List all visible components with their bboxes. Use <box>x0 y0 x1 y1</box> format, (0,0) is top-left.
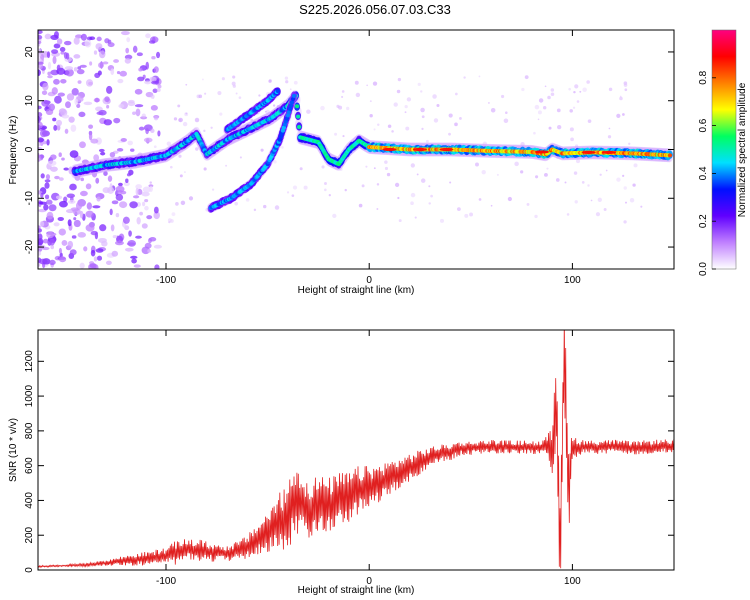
snr-y-tick-label: 1000 <box>24 385 35 408</box>
colorbar-gradient <box>712 30 736 269</box>
snr-x-ticks: -100 0 100 <box>156 330 581 587</box>
colorbar-label: Normalized spectral amplitude <box>737 82 748 217</box>
spectrogram-y-tick-label: -20 <box>24 239 35 254</box>
colorbar-tick-label: 0.8 <box>698 70 709 84</box>
spectrogram-heatmap <box>38 30 674 269</box>
snr-y-tick-label: 200 <box>24 526 35 543</box>
snr-frame <box>37 329 675 571</box>
snr-y-ticks: 0 200 400 600 800 1000 1200 <box>24 350 674 573</box>
spectrogram-y-ticks: -20 -10 0 10 20 <box>24 46 674 254</box>
snr-panel: -100 0 100 0 200 400 600 800 1000 1200 Height of… <box>8 329 675 596</box>
snr-y-tick-label: 400 <box>24 492 35 509</box>
snr-x-tick-label: 0 <box>366 576 372 587</box>
figure-title: S225.2026.056.07.03.C33 <box>299 2 451 17</box>
heatmap-ridge-lower-branch <box>206 91 298 214</box>
spectrogram-x-tick-label: 100 <box>564 275 581 286</box>
snr-x-tick-label: -100 <box>156 576 176 587</box>
snr-x-label: Height of straight line (km) <box>298 585 415 596</box>
spectrogram-x-ticks: -100 0 100 <box>156 30 581 286</box>
colorbar-tick-label: 0.0 <box>698 262 709 276</box>
colorbar-frame <box>711 29 737 270</box>
snr-y-tick-label: 0 <box>24 567 35 573</box>
colorbar-tick-label: 0.6 <box>698 118 709 132</box>
spectrogram-y-label: Frequency (Hz) <box>8 116 19 185</box>
snr-y-label: SNR (10 * v/v) <box>8 418 19 482</box>
colorbar-tick-label: 0.4 <box>698 166 709 180</box>
spectrogram-x-tick-label: 0 <box>366 275 372 286</box>
snr-background <box>38 330 674 570</box>
spectrogram-y-tick-label: 0 <box>24 146 35 152</box>
colorbar-ticks: 0.0 0.2 0.4 0.6 0.8 <box>698 70 716 276</box>
colorbar: 0.0 0.2 0.4 0.6 0.8 Normalized spectral ampl… <box>698 29 748 276</box>
snr-y-tick-label: 1200 <box>24 350 35 373</box>
snr-series-line <box>38 330 674 569</box>
spectrogram-y-tick-label: 10 <box>24 95 35 107</box>
spectrogram-x-label: Height of straight line (km) <box>298 285 415 296</box>
spectrogram-y-tick-label: 20 <box>24 46 35 58</box>
spectrogram-y-tick-label: -10 <box>24 191 35 206</box>
snr-y-tick-label: 800 <box>24 422 35 439</box>
snr-y-tick-label: 600 <box>24 457 35 474</box>
heatmap-ridge-upper-branch <box>222 86 281 135</box>
spectrogram-x-tick-label: -100 <box>156 275 176 286</box>
snr-x-tick-label: 100 <box>564 576 581 587</box>
colorbar-tick-label: 0.2 <box>698 214 709 228</box>
